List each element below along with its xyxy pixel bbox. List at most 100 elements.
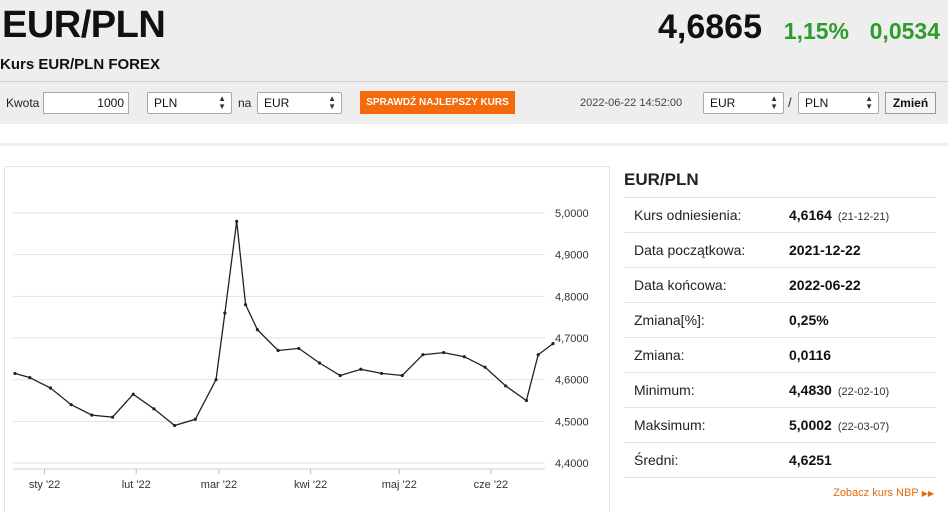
stats-label: Maksimum: — [634, 417, 706, 433]
stats-value-text: 4,6164 — [789, 207, 832, 223]
stats-value-text: 2021-12-22 — [789, 242, 861, 258]
pair-quote-value: PLN — [805, 96, 829, 110]
change-percent: 1,15% — [783, 18, 849, 44]
data-point — [152, 407, 156, 411]
section-separator — [0, 143, 948, 146]
data-point — [13, 371, 17, 376]
change-pair-button[interactable]: Zmień — [885, 92, 936, 114]
data-point — [379, 371, 384, 376]
data-point — [90, 413, 94, 417]
data-point — [173, 423, 177, 428]
data-point — [276, 348, 280, 353]
stats-label: Data początkowa: — [634, 242, 746, 258]
x-tick-label: sty '22 — [29, 479, 60, 491]
change-absolute: 0,0534 — [869, 18, 940, 44]
data-point — [317, 361, 322, 365]
series-line — [14, 221, 554, 427]
data-point — [536, 353, 540, 357]
stats-value-text: 0,25% — [789, 312, 829, 328]
panel-divider — [624, 197, 936, 198]
amount-input[interactable] — [43, 92, 129, 114]
panel-title: EUR/PLN — [624, 170, 699, 189]
y-tick-label: 4,9000 — [555, 250, 589, 262]
select-arrows-icon: ▲ ▼ — [865, 94, 873, 111]
data-point — [131, 392, 135, 396]
stats-label: Średni: — [634, 452, 679, 468]
x-tick-label: kwi '22 — [294, 479, 327, 491]
y-tick-label: 4,4000 — [555, 458, 589, 470]
to-currency-value: EUR — [264, 96, 290, 110]
x-tick-label: lut '22 — [122, 479, 151, 491]
check-best-rate-button[interactable]: SPRAWDŹ NAJLEPSZY KURS — [360, 91, 515, 114]
amount-label: Kwota — [6, 96, 40, 110]
stats-value: 0,0116 — [789, 347, 831, 363]
stats-value-text: 2022-06-22 — [789, 277, 861, 293]
data-point — [442, 350, 446, 355]
stats-row: Maksimum: 5,0002 (22-03-07) — [624, 408, 936, 443]
pair-slash: / — [788, 95, 792, 110]
x-tick-label: maj '22 — [382, 479, 417, 491]
pair-quote-select[interactable]: PLN ▲ ▼ — [798, 92, 879, 114]
data-point — [255, 328, 259, 332]
y-tick-label: 5,0000 — [555, 208, 589, 220]
stats-row: Zmiana: 0,0116 — [624, 338, 936, 373]
select-arrows-icon: ▲ ▼ — [770, 94, 778, 111]
header-bar: EUR/PLN Kurs EUR/PLN FOREX 4,6865 1,15% … — [0, 0, 948, 124]
pair-base-value: EUR — [710, 96, 736, 110]
y-tick-label: 4,7000 — [555, 333, 589, 345]
rate-chart: 5,0000 4,9000 4,8000 4,7000 4,6000 4,5000 4,40… — [13, 208, 589, 491]
stats-date: (22-03-07) — [837, 421, 890, 433]
data-point — [28, 375, 32, 380]
pair-title: EUR/PLN — [2, 4, 166, 46]
stats-value: 0,25% — [789, 312, 829, 328]
from-currency-value: PLN — [154, 96, 178, 110]
data-point — [110, 415, 115, 419]
stats-value: 4,4830 (22-02-10) — [789, 382, 889, 398]
data-point — [48, 386, 53, 390]
data-point — [223, 311, 227, 315]
stats-row: Minimum: 4,4830 (22-02-10) — [624, 373, 936, 408]
stats-label: Zmiana: — [634, 347, 685, 363]
select-arrows-icon: ▲ ▼ — [218, 94, 226, 111]
y-tick-label: 4,6000 — [555, 375, 589, 387]
na-label: na — [238, 96, 252, 110]
chart-container: 5,0000 4,9000 4,8000 4,7000 4,6000 4,5000 4,40… — [4, 166, 610, 512]
data-point — [504, 384, 508, 388]
to-currency-select[interactable]: EUR ▲ ▼ — [257, 92, 342, 114]
stats-row: Kurs odniesienia: 4,6164 (21-12-21) — [624, 198, 936, 233]
select-arrows-icon: ▲ ▼ — [328, 94, 336, 111]
data-point — [524, 398, 528, 403]
stats-row: Data końcowa: 2022-06-22 — [624, 268, 936, 303]
data-point — [359, 367, 363, 371]
stats-label: Zmiana[%]: — [634, 312, 705, 328]
page-subtitle: Kurs EUR/PLN FOREX — [0, 56, 161, 73]
x-tick-label: mar '22 — [201, 479, 237, 491]
stats-value-text: 4,6251 — [789, 452, 832, 468]
data-point — [400, 373, 404, 378]
data-point — [338, 373, 342, 378]
data-point — [235, 219, 239, 223]
stats-value: 4,6164 (21-12-21) — [789, 207, 889, 223]
data-point — [483, 365, 487, 369]
stats-label: Minimum: — [634, 382, 695, 398]
from-currency-select[interactable]: PLN ▲ ▼ — [147, 92, 232, 114]
double-triangle-right-icon: ▶▶ — [921, 489, 934, 498]
stats-value: 2022-06-22 — [789, 277, 861, 293]
stats-row: Data początkowa: 2021-12-22 — [624, 233, 936, 268]
nbp-link-label: Zobacz kurs NBP — [833, 487, 919, 499]
data-point — [69, 403, 73, 407]
stats-date: (21-12-21) — [837, 211, 890, 223]
data-point — [193, 417, 197, 421]
data-point — [551, 342, 555, 346]
stats-value-text: 5,0002 — [789, 417, 832, 433]
data-point — [421, 353, 425, 357]
data-point — [243, 303, 248, 307]
stats-value-text: 4,4830 — [789, 382, 832, 398]
quote-timestamp: 2022-06-22 14:52:00 — [580, 97, 683, 109]
pair-base-select[interactable]: EUR ▲ ▼ — [703, 92, 784, 114]
stats-value: 5,0002 (22-03-07) — [789, 417, 889, 433]
data-point — [462, 355, 466, 359]
y-tick-label: 4,8000 — [555, 291, 589, 303]
nbp-link[interactable]: Zobacz kurs NBP ▶▶ — [833, 487, 934, 499]
stats-value: 4,6251 — [789, 452, 832, 468]
